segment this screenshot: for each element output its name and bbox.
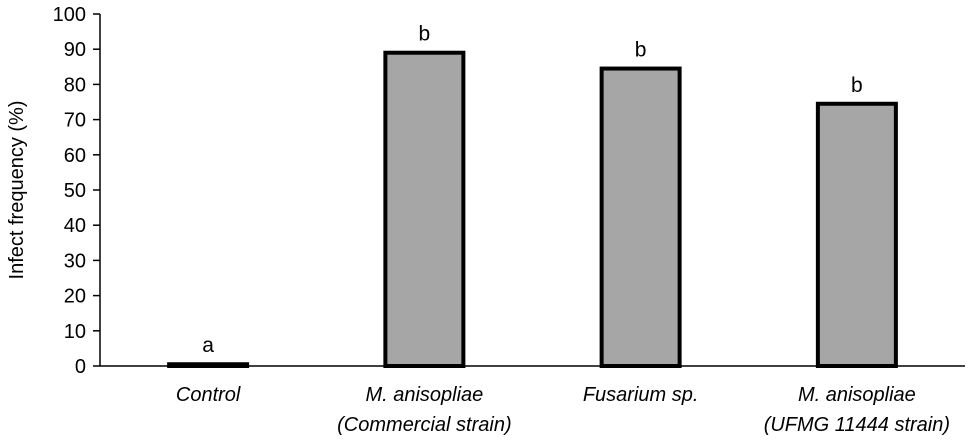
- bar: [385, 53, 463, 366]
- y-tick-label: 100: [53, 4, 86, 26]
- significance-letter: b: [851, 74, 863, 97]
- y-tick-label: 70: [64, 110, 86, 132]
- y-tick-label: 80: [64, 74, 86, 96]
- y-tick-label: 20: [64, 286, 86, 308]
- y-axis-ticks: 0 10 20 30 40 50 60 70 80 90 100: [53, 4, 100, 378]
- y-tick-label: 60: [64, 145, 86, 167]
- y-axis-title: Infect frequency (%): [6, 101, 28, 280]
- y-tick-label: 10: [64, 321, 86, 343]
- category-label: M. anisopliae: [365, 384, 483, 406]
- significance-labels: a b b b: [202, 23, 862, 358]
- category-label: Fusarium sp.: [583, 384, 699, 406]
- y-tick-label: 30: [64, 250, 86, 272]
- category-label-line2: (UFMG 11444 strain): [764, 414, 950, 436]
- category-labels: Control M. anisopliae (Commercial strain) F…: [176, 384, 950, 436]
- y-tick-label: 50: [64, 180, 86, 202]
- category-label: Control: [176, 384, 241, 406]
- bars-group: [169, 53, 896, 366]
- significance-letter: a: [202, 334, 214, 357]
- category-label-line2: (Commercial strain): [337, 414, 511, 436]
- bar: [602, 69, 680, 366]
- significance-letter: b: [419, 23, 431, 46]
- category-label: M. anisopliae: [798, 384, 916, 406]
- y-tick-label: 0: [75, 356, 86, 378]
- bar: [818, 104, 896, 366]
- significance-letter: b: [635, 39, 647, 62]
- y-tick-label: 40: [64, 215, 86, 237]
- y-tick-label: 90: [64, 39, 86, 61]
